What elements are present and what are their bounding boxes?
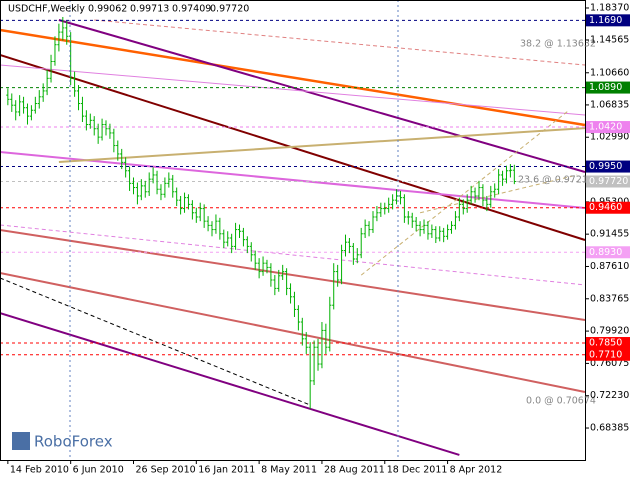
level-label-box bbox=[586, 121, 630, 134]
fib-label: 23.6 @ 0.97214 bbox=[518, 175, 594, 186]
level-label-box bbox=[586, 14, 630, 27]
level-label: 0.7710 bbox=[589, 349, 622, 360]
y-tick-label: 1.18370 bbox=[590, 2, 629, 13]
level-label-box bbox=[586, 201, 630, 214]
x-tick-label: 18 Dec 2011 bbox=[387, 465, 448, 476]
trend-line bbox=[0, 151, 586, 209]
ohlc-close: 0.97720 bbox=[210, 4, 249, 15]
x-tick-label: 8 Apr 2012 bbox=[450, 465, 503, 476]
level-label-box bbox=[586, 348, 630, 361]
trend-line bbox=[0, 272, 586, 393]
trend-line bbox=[94, 19, 586, 66]
y-tick-label: 0.76075 bbox=[590, 358, 629, 369]
trend-line bbox=[58, 127, 586, 164]
x-tick-label: 14 Feb 2010 bbox=[10, 465, 69, 476]
y-tick-label: 0.68385 bbox=[590, 423, 629, 434]
ohlc-high: 0.99713 bbox=[130, 4, 169, 15]
x-tick-label: 26 Sep 2010 bbox=[135, 465, 195, 476]
logo: RoboForex bbox=[12, 432, 113, 451]
ohlc-open: 0.99062 bbox=[88, 4, 127, 15]
y-tick-label: 0.79920 bbox=[590, 326, 629, 337]
trend-line bbox=[360, 109, 570, 276]
plot-area bbox=[0, 16, 586, 456]
trend-line bbox=[0, 28, 586, 127]
logo-icon bbox=[12, 432, 30, 450]
level-label: 1.1690 bbox=[589, 15, 622, 26]
level-label: 0.7850 bbox=[589, 338, 622, 349]
chart-title: USDCHF,Weekly bbox=[8, 4, 85, 15]
x-tick-label: 8 May 2011 bbox=[261, 465, 317, 476]
level-label: 0.8930 bbox=[589, 247, 622, 258]
y-tick-label: 0.87610 bbox=[590, 261, 629, 272]
trend-line bbox=[0, 224, 586, 286]
y-tick-label: 0.91455 bbox=[590, 229, 629, 240]
logo-text: RoboForex bbox=[34, 433, 113, 451]
x-tick-label: 28 Aug 2011 bbox=[324, 465, 385, 476]
level-label: 0.9460 bbox=[589, 202, 622, 213]
y-tick-label: 1.14565 bbox=[590, 34, 629, 45]
plot-frame bbox=[0, 0, 586, 461]
x-tick-label: 6 Jun 2010 bbox=[73, 465, 124, 476]
level-label-box bbox=[586, 81, 630, 94]
y-tick-label: 1.10660 bbox=[590, 67, 629, 78]
trend-line bbox=[0, 64, 586, 116]
fib-label: 0.0 @ 0.70674 bbox=[526, 396, 596, 407]
x-tick-label: 16 Jan 2011 bbox=[198, 465, 255, 476]
level-label: 0.9950 bbox=[589, 161, 622, 172]
level-label-box bbox=[586, 246, 630, 259]
trend-line bbox=[58, 19, 586, 173]
y-tick-label: 0.83765 bbox=[590, 293, 629, 304]
level-label: 0.97720 bbox=[589, 176, 628, 187]
level-label-box bbox=[586, 337, 630, 350]
trend-line bbox=[0, 312, 460, 456]
level-label-box bbox=[586, 175, 630, 188]
level-label: 1.0420 bbox=[589, 122, 622, 133]
y-tick-label: 0.72230 bbox=[590, 390, 629, 401]
level-label: 1.0890 bbox=[589, 82, 622, 93]
y-tick-label: 1.06835 bbox=[590, 99, 629, 110]
trend-line bbox=[0, 229, 586, 321]
fib-label: 38.2 @ 1.13632 bbox=[520, 39, 596, 50]
ohlc-low: 0.97409 bbox=[172, 4, 211, 15]
level-label-box bbox=[586, 160, 630, 173]
y-tick-label: 1.02990 bbox=[590, 132, 629, 143]
